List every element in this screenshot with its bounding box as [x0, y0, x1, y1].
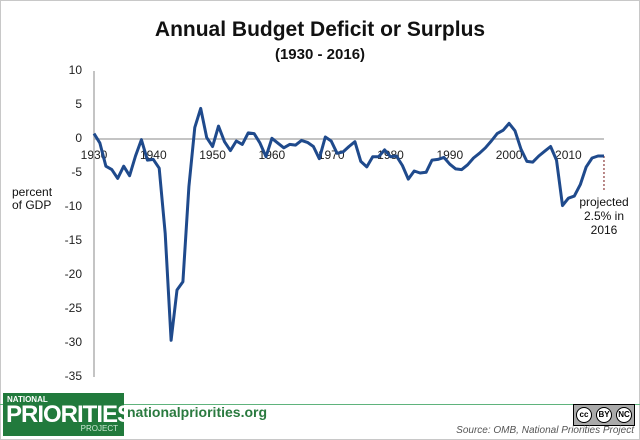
- y-tick-label: 10: [68, 63, 82, 77]
- y-tick-label: 0: [75, 131, 82, 145]
- y-axis-label: percent of GDP: [12, 186, 52, 212]
- y-tick-label: -15: [64, 233, 82, 247]
- logo-priorities: PRIORITIES: [6, 401, 133, 428]
- chart-title: Annual Budget Deficit or Surplus: [154, 18, 486, 41]
- nc-noncommercial-icon: NC: [616, 407, 632, 423]
- by-attribution-icon: BY: [596, 407, 612, 423]
- x-tick-label: 2000: [495, 148, 523, 162]
- y-tick-label: -25: [64, 301, 82, 315]
- y-tick-label: -10: [64, 199, 82, 213]
- source-note: Source: OMB, National Priorities Project: [456, 425, 634, 436]
- annotation-line1: projected: [579, 195, 629, 209]
- cc-license-badge[interactable]: cc BY NC: [573, 404, 635, 426]
- website-link[interactable]: nationalpriorities.org: [127, 404, 268, 420]
- cc-icon: cc: [576, 407, 592, 423]
- y-tick-label: -20: [64, 267, 82, 281]
- logo-national: NATIONAL: [7, 395, 48, 404]
- annotation-line2: 2.5% in: [583, 209, 625, 223]
- y-tick-label: 5: [75, 97, 82, 111]
- projection-annotation: projected 2.5% in 2016: [574, 195, 634, 237]
- y-axis-label-line1: percent: [12, 185, 53, 199]
- logo-project: PROJECT: [80, 424, 118, 433]
- x-tick-label: 2010: [555, 148, 582, 162]
- npp-logo[interactable]: NATIONAL PRIORITIES PROJECT: [3, 393, 133, 436]
- footer-divider: [0, 404, 640, 405]
- x-tick-label: 1950: [199, 148, 226, 162]
- y-tick-label: -5: [71, 165, 82, 179]
- chart-subtitle: (1930 - 2016): [274, 46, 366, 63]
- y-tick-label: -35: [64, 369, 82, 383]
- annotation-line3: 2016: [590, 223, 618, 237]
- y-axis-label-line2: of GDP: [12, 198, 52, 212]
- deficit-line-series: [92, 106, 604, 342]
- y-tick-label: -30: [64, 335, 82, 349]
